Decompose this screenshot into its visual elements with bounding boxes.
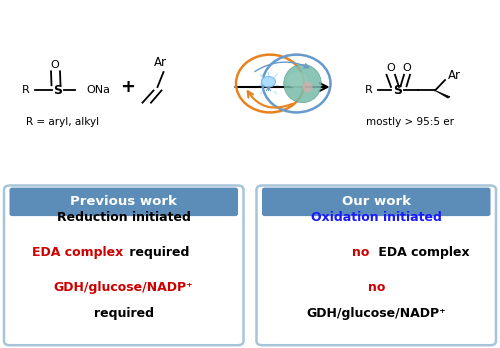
Ellipse shape: [262, 77, 276, 87]
Text: GDH/glucose/NADP⁺: GDH/glucose/NADP⁺: [54, 280, 194, 294]
Text: R = aryl, alkyl: R = aryl, alkyl: [26, 117, 99, 127]
Text: Oxidation initiated: Oxidation initiated: [311, 211, 442, 224]
Text: O: O: [402, 63, 411, 73]
Polygon shape: [435, 90, 450, 98]
Text: GDH/glucose/NADP⁺: GDH/glucose/NADP⁺: [306, 307, 446, 320]
Text: R: R: [22, 86, 30, 95]
Text: Ar: Ar: [448, 69, 460, 82]
FancyBboxPatch shape: [262, 188, 490, 216]
Text: R: R: [365, 86, 372, 95]
Ellipse shape: [284, 64, 321, 103]
FancyBboxPatch shape: [4, 185, 244, 345]
Text: Reduction initiated: Reduction initiated: [57, 211, 190, 224]
Text: O: O: [50, 60, 59, 70]
Text: Previous work: Previous work: [70, 195, 177, 208]
FancyArrowPatch shape: [248, 91, 292, 108]
Text: EDA complex: EDA complex: [374, 246, 470, 259]
Text: no: no: [352, 246, 374, 259]
Text: no: no: [368, 280, 385, 294]
Ellipse shape: [302, 82, 312, 92]
FancyArrowPatch shape: [255, 62, 308, 72]
Text: S: S: [393, 84, 402, 97]
Text: ONa: ONa: [86, 86, 110, 95]
Text: required: required: [125, 246, 190, 259]
Text: Our work: Our work: [342, 195, 411, 208]
Text: S: S: [53, 84, 62, 97]
Text: O: O: [386, 63, 396, 73]
Text: required: required: [94, 307, 154, 320]
Text: Ar: Ar: [154, 56, 166, 69]
Ellipse shape: [288, 72, 308, 88]
Text: mostly > 95:5 er: mostly > 95:5 er: [366, 117, 454, 127]
FancyBboxPatch shape: [10, 188, 238, 216]
FancyBboxPatch shape: [256, 185, 496, 345]
Text: +: +: [120, 78, 135, 96]
Text: EDA complex: EDA complex: [32, 246, 124, 259]
